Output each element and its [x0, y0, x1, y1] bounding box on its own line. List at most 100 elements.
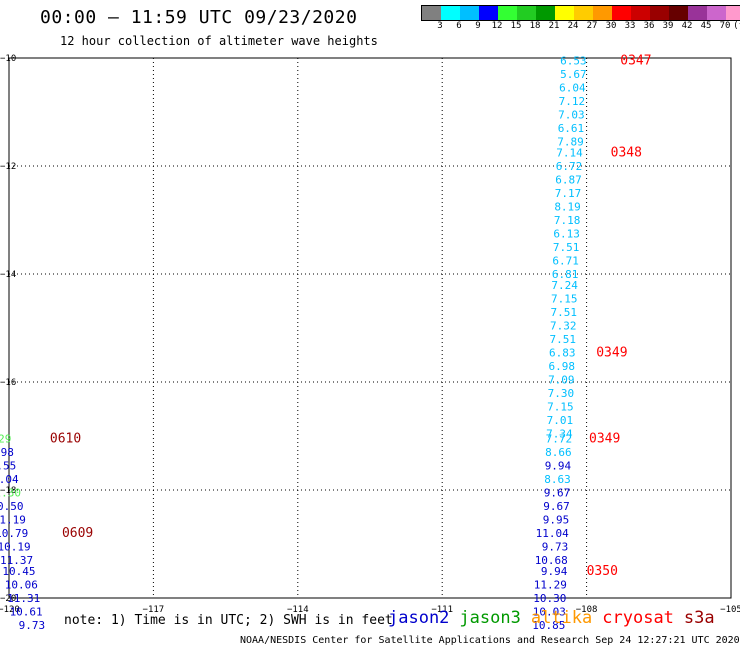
- y-tick-label: −16: [0, 378, 16, 388]
- scale-label: 70: [719, 21, 731, 31]
- swh-value: 11.29: [534, 579, 567, 592]
- pass-time-label: 0349: [596, 345, 627, 360]
- scale-swatch-11: [631, 6, 650, 20]
- legend-s3a: s3a: [683, 608, 715, 628]
- footer-credit: NOAA/NESDIS Center for Satellite Applica…: [240, 635, 740, 646]
- swh-value: 7.09: [548, 373, 575, 386]
- page-title: 00:00 – 11:59 UTC 09/23/2020: [40, 7, 358, 28]
- swh-value: 11.19: [0, 514, 26, 527]
- swh-value: 7.72: [546, 433, 573, 446]
- x-tick-label: −120: [0, 605, 20, 615]
- swh-value: 7.15: [547, 400, 574, 413]
- swh-value: 9.67: [543, 500, 570, 513]
- scale-label: 45: [700, 21, 712, 31]
- pass-time-label: 0350: [587, 564, 618, 579]
- swh-value: 9.95: [543, 514, 570, 527]
- legend-cryosat: cryosat: [602, 608, 674, 628]
- swh-value: 6.13: [553, 228, 580, 241]
- pass-time-label: 0349: [589, 432, 620, 447]
- scale-label: 39: [662, 21, 674, 31]
- swh-value: 10.61: [10, 606, 43, 619]
- swh-value: 6.61: [558, 122, 585, 135]
- y-tick-label: −20: [0, 594, 16, 604]
- scale-label: 30: [605, 21, 617, 31]
- scale-swatch-1: [441, 6, 460, 20]
- swh-value: 10.45: [2, 565, 35, 578]
- swh-value: 11.04: [0, 473, 19, 486]
- scale-label: 33: [624, 21, 636, 31]
- swh-value: 7.34: [546, 427, 573, 440]
- scale-label: 27: [586, 21, 598, 31]
- scale-label: 12: [491, 21, 503, 31]
- scale-swatch-12: [650, 6, 669, 20]
- swh-value: 10.98: [0, 446, 14, 459]
- scale-swatch-14: [688, 6, 707, 20]
- swh-value: 8.19: [554, 201, 581, 214]
- swh-value: 6.81: [552, 268, 579, 281]
- swh-value: 10.68: [535, 554, 568, 567]
- legend-jason2: jason2: [388, 608, 450, 628]
- swh-value: 6.87: [555, 174, 582, 187]
- swh-value: 10.06: [5, 579, 38, 592]
- scale-swatch-5: [517, 6, 536, 20]
- scale-label: 18: [529, 21, 541, 31]
- swh-value: 7.01: [547, 414, 574, 427]
- scale-swatch-4: [498, 6, 517, 20]
- swh-value: 10.50: [0, 500, 23, 513]
- scale-label: 9: [475, 21, 481, 31]
- swh-value: 10.79: [0, 527, 28, 540]
- swh-value: 7.12: [559, 95, 586, 108]
- swh-value: 9.94: [541, 565, 568, 578]
- swh-value: 12.29: [0, 433, 11, 446]
- legend-altika: altika: [530, 608, 593, 628]
- x-tick-label: −114: [287, 605, 309, 615]
- swh-value: 7.17: [555, 187, 582, 200]
- swh-value: 7.15: [551, 292, 578, 305]
- pass-time-label: 0609: [62, 526, 93, 541]
- legend-jason3: jason3: [459, 608, 521, 628]
- swh-value: 7.24: [551, 279, 578, 292]
- y-tick-label: −12: [0, 162, 16, 172]
- swh-value: 7.18: [554, 214, 581, 227]
- scale-label: 6: [456, 21, 462, 31]
- x-tick-label: −111: [431, 605, 453, 615]
- page-subtitle: 12 hour collection of altimeter wave hei…: [60, 34, 378, 48]
- swh-value: 11.31: [7, 592, 40, 605]
- swh-value: 6.71: [552, 255, 579, 268]
- x-tick-label: −117: [143, 605, 165, 615]
- swh-value: 11.55: [0, 460, 16, 473]
- scale-label: 24: [567, 21, 579, 31]
- scale-label: 36: [643, 21, 655, 31]
- swh-value: 8.66: [545, 446, 572, 459]
- y-tick-label: −18: [0, 486, 16, 496]
- scale-swatch-3: [479, 6, 498, 20]
- scale-swatch-16: [726, 6, 740, 20]
- swh-value: 6.72: [556, 160, 583, 173]
- swh-value: 11.37: [0, 554, 33, 567]
- y-tick-label: −14: [0, 270, 16, 280]
- swh-value: 6.83: [549, 346, 576, 359]
- swh-value: 7.03: [558, 109, 585, 122]
- scale-label: 21: [548, 21, 560, 31]
- swh-value: 7.51: [553, 241, 580, 254]
- swh-value: 10.03: [533, 606, 566, 619]
- swh-value: 9.94: [545, 460, 572, 473]
- swh-value: 12.30: [0, 487, 21, 500]
- scale-label: 15: [510, 21, 522, 31]
- swh-value: 10.19: [0, 541, 31, 554]
- scale-swatch-15: [707, 6, 726, 20]
- scale-label: (ft): [733, 21, 740, 31]
- scale-label: 42: [681, 21, 693, 31]
- swh-value: 6.98: [549, 360, 576, 373]
- footer-note: note: 1) Time is in UTC; 2) SWH is in fe…: [64, 613, 393, 628]
- swh-value: 10.85: [532, 619, 565, 632]
- swh-value: 9.73: [542, 541, 569, 554]
- scale-swatch-0: [422, 6, 441, 20]
- x-tick-label: −108: [576, 605, 598, 615]
- satellite-legend: jason2 jason3 altika cryosat s3a: [388, 608, 725, 628]
- swh-value: 9.73: [19, 619, 46, 632]
- swh-value: 6.53: [560, 55, 587, 68]
- swh-value: 5.67: [560, 68, 587, 81]
- swh-value: 7.32: [550, 319, 577, 332]
